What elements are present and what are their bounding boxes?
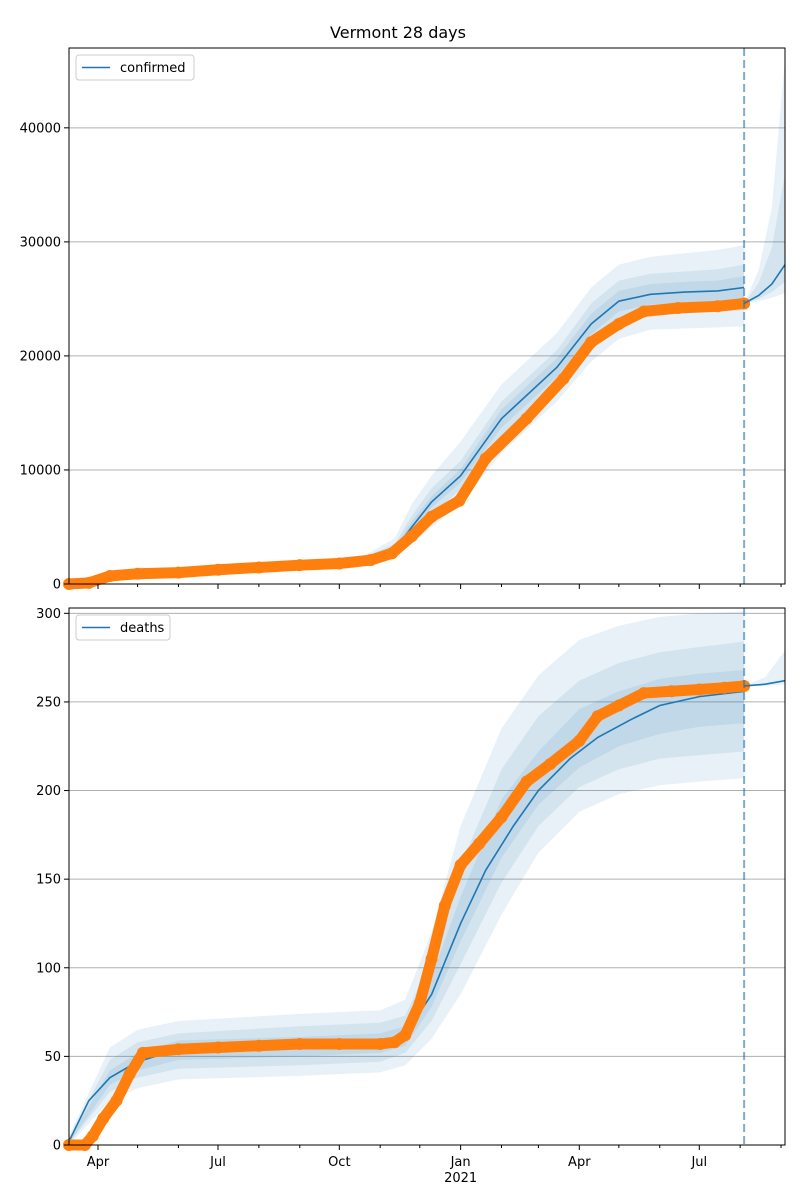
x-tick-label: Jan (450, 1155, 471, 1170)
y-tick-label: 10000 (20, 463, 61, 478)
y-tick-label: 0 (53, 578, 61, 593)
uncertainty-band (744, 650, 785, 686)
y-tick-label: 300 (36, 607, 61, 622)
uncertainty-band (744, 59, 785, 304)
y-tick-label: 250 (36, 695, 61, 710)
x-tick-label: Jul (209, 1155, 226, 1170)
axes-frame (68, 47, 786, 585)
y-tick-label: 100 (36, 961, 61, 976)
chart-title: Vermont 28 days (330, 23, 466, 42)
y-tick-label: 200 (36, 784, 61, 799)
forecast-line (744, 679, 786, 687)
observed-points-trace (63, 297, 750, 590)
uncertainty-band (69, 276, 745, 584)
x-tick-label: Apr (568, 1155, 591, 1170)
legend-box (75, 54, 195, 81)
y-tick-label: 50 (44, 1050, 61, 1065)
y-tick-label: 40000 (20, 121, 61, 136)
legend-label: confirmed (120, 61, 186, 76)
legend: deaths (75, 614, 171, 641)
legend-box (75, 614, 171, 641)
legend: confirmed (75, 54, 195, 81)
y-tick-label: 30000 (20, 235, 61, 250)
confirmed-panel: 0 10000 20000 30000 40000 confirmed (20, 47, 786, 593)
observed-points-trace (63, 680, 750, 1151)
uncertainty-band (69, 641, 745, 1144)
y-tick-label: 150 (36, 873, 61, 888)
forecast-line (743, 264, 786, 305)
deaths-panel: 0 50 100 150 200 250 300 Apr Jul Oct Jan Apr Jul 2021… (36, 607, 786, 1186)
uncertainty-band (69, 245, 745, 585)
uncertainty-band (69, 670, 745, 1144)
x-tick-label: Jul (690, 1155, 707, 1170)
x-tick-label: Apr (87, 1155, 110, 1170)
axes-frame (68, 607, 786, 1146)
x-tick-label: Oct (328, 1155, 350, 1170)
y-tick-label: 20000 (20, 349, 61, 364)
y-tick-label: 0 (53, 1139, 61, 1154)
legend-label: deaths (120, 621, 165, 636)
x-year-label: 2021 (444, 1171, 477, 1186)
uncertainty-band (744, 173, 785, 304)
